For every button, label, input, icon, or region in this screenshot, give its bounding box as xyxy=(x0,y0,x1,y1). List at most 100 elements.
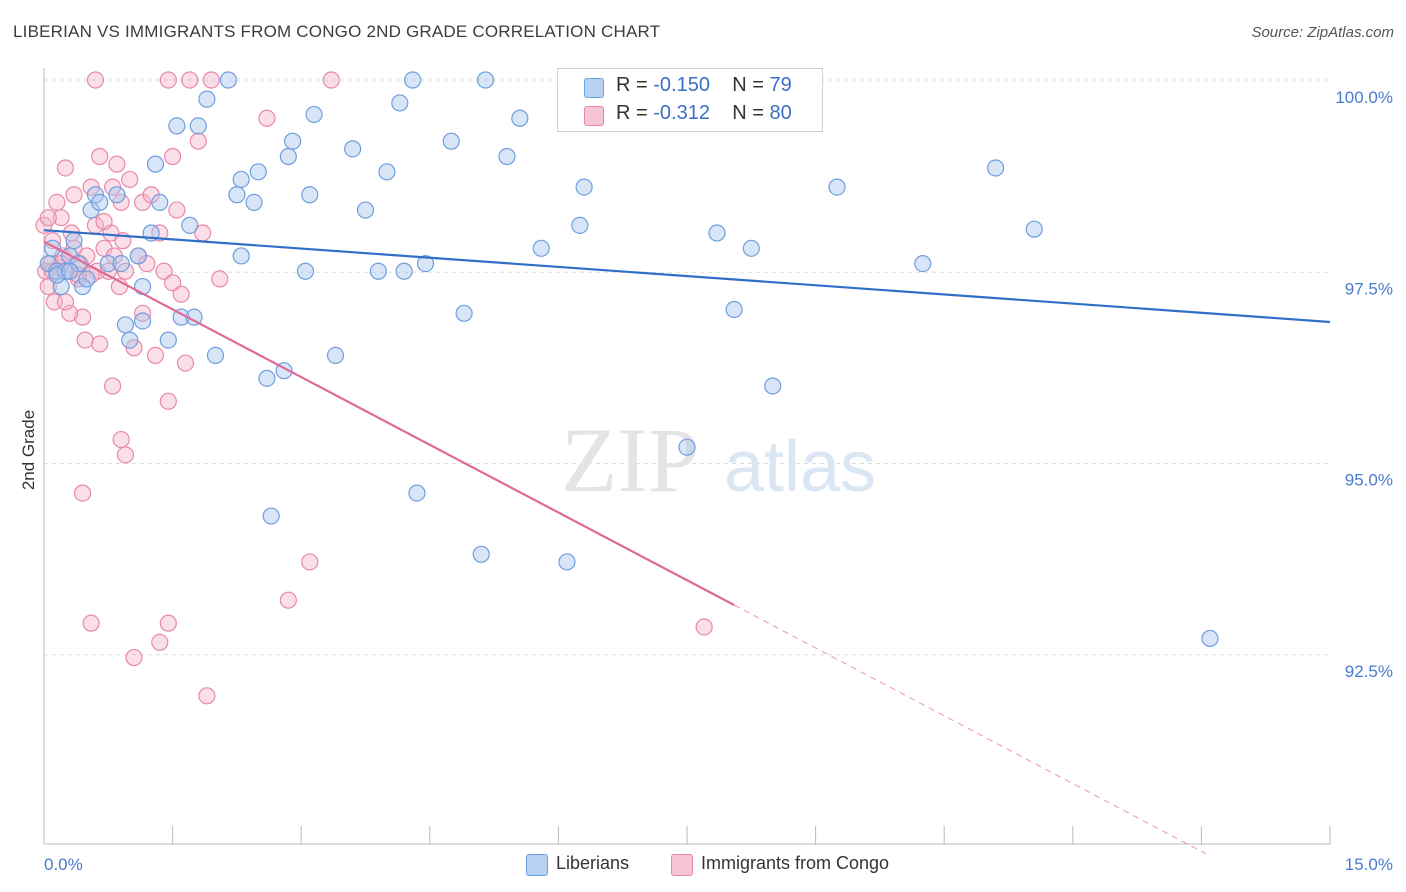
trend-congo-extension xyxy=(733,604,1206,855)
point-liberian xyxy=(284,132,302,150)
point-liberian xyxy=(116,316,135,334)
bottom-legend-label: Immigrants from Congo xyxy=(701,853,890,873)
point-liberian xyxy=(404,71,422,89)
point-liberian xyxy=(326,346,345,364)
watermark-atlas: atlas xyxy=(724,427,876,507)
point-liberian xyxy=(416,255,435,273)
point-liberian xyxy=(742,239,760,257)
point-liberian xyxy=(168,117,186,135)
point-liberian xyxy=(99,255,117,273)
point-congo xyxy=(91,147,109,166)
point-congo xyxy=(108,155,126,173)
legend-swatch-blue xyxy=(584,78,604,98)
point-liberian xyxy=(356,201,375,219)
point-liberian xyxy=(129,247,147,265)
point-liberian xyxy=(369,262,387,280)
legend-n-value: 79 xyxy=(769,74,792,96)
x-tick-label: 0.0% xyxy=(44,855,83,874)
legend-r-value: -0.150 xyxy=(653,74,710,96)
y-tick-label: 100.0% xyxy=(1335,88,1393,107)
point-liberian xyxy=(258,369,276,387)
point-liberian xyxy=(476,71,495,89)
point-liberian xyxy=(678,438,696,456)
point-liberian xyxy=(395,262,413,280)
point-liberian xyxy=(305,105,323,124)
legend-r-value: -0.312 xyxy=(653,102,710,124)
point-liberian xyxy=(296,262,315,280)
point-congo xyxy=(189,132,207,150)
point-congo xyxy=(159,614,177,632)
trend-lines xyxy=(43,229,1331,855)
point-liberian xyxy=(1201,629,1219,648)
point-congo xyxy=(48,193,66,211)
point-congo xyxy=(116,446,135,464)
point-liberian xyxy=(828,178,846,196)
point-congo xyxy=(279,591,297,609)
point-liberian xyxy=(262,507,280,525)
point-congo xyxy=(181,71,199,89)
point-congo xyxy=(211,270,229,288)
point-liberian xyxy=(1025,220,1043,238)
point-congo xyxy=(164,274,182,292)
trend-congo xyxy=(43,240,735,606)
legend-swatch-pink xyxy=(584,106,604,126)
point-liberian xyxy=(189,117,207,135)
watermark-zip: ZIP xyxy=(561,409,699,511)
point-liberian xyxy=(206,346,225,364)
point-liberian xyxy=(472,545,490,563)
point-congo xyxy=(103,377,122,395)
point-liberian xyxy=(558,553,576,571)
tick-labels: 100.0% 97.5% 95.0% 92.5% 0.0% 15.0% xyxy=(44,88,1393,874)
point-liberian xyxy=(228,186,246,204)
point-congo xyxy=(159,71,177,89)
y-tick-label: 95.0% xyxy=(1345,471,1393,490)
series-liberians-points xyxy=(39,71,1219,648)
point-congo xyxy=(202,71,220,89)
point-liberian xyxy=(133,312,152,330)
point-congo xyxy=(121,170,139,189)
y-axis-label: 2nd Grade xyxy=(19,410,38,490)
grid-lines xyxy=(44,78,1330,656)
point-liberian xyxy=(498,147,516,166)
x-tick-label: 15.0% xyxy=(1345,855,1393,874)
series-congo-points xyxy=(35,71,713,705)
point-liberian xyxy=(65,232,83,250)
point-congo xyxy=(301,553,319,571)
point-liberian xyxy=(133,277,152,296)
point-liberian xyxy=(159,331,177,349)
point-liberian xyxy=(249,163,267,181)
bottom-legend-swatch-blue xyxy=(526,854,548,876)
stats-legend: R = -0.150 N = 79 R = -0.312 N = 80 xyxy=(557,68,823,132)
legend-n-label: N = xyxy=(732,102,764,124)
point-liberian xyxy=(48,266,66,284)
trend-liberians xyxy=(43,229,1331,324)
y-tick-label: 97.5% xyxy=(1345,279,1393,298)
point-congo xyxy=(86,71,105,89)
legend-r-label: R = xyxy=(616,74,648,96)
point-liberian xyxy=(61,262,79,280)
point-congo xyxy=(322,71,340,89)
point-congo xyxy=(73,308,92,326)
point-liberian xyxy=(112,255,130,273)
point-congo xyxy=(168,201,186,219)
point-liberian xyxy=(245,193,263,211)
point-liberian xyxy=(279,147,297,166)
point-liberian xyxy=(146,155,165,173)
point-congo xyxy=(159,392,177,410)
point-liberian xyxy=(232,170,250,189)
point-congo xyxy=(73,484,92,502)
point-congo xyxy=(39,209,57,227)
point-liberian xyxy=(151,193,169,211)
legend-n-value: 80 xyxy=(769,102,792,124)
point-congo xyxy=(56,159,75,177)
point-congo xyxy=(172,285,190,303)
point-congo xyxy=(112,430,130,449)
point-liberian xyxy=(78,270,96,288)
y-tick-label: 92.5% xyxy=(1345,662,1393,681)
point-liberian xyxy=(571,216,589,234)
point-congo xyxy=(91,335,109,353)
point-liberian xyxy=(121,331,139,349)
point-congo xyxy=(76,331,94,349)
point-liberian xyxy=(181,216,199,234)
